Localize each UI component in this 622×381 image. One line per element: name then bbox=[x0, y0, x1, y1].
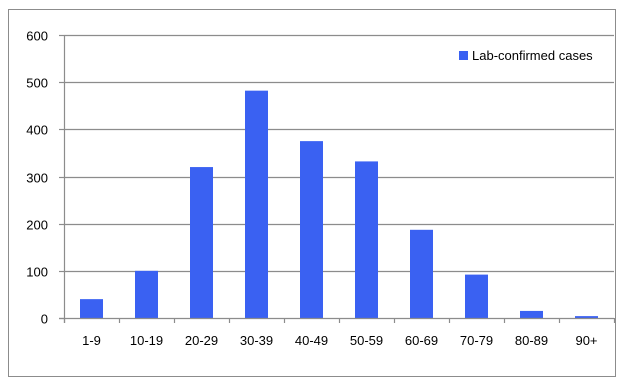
legend-label: Lab-confirmed cases bbox=[472, 48, 593, 63]
gridlines bbox=[64, 34, 614, 273]
x-tick-label: 1-9 bbox=[82, 333, 101, 348]
bar bbox=[300, 141, 323, 318]
x-tick-label: 50-59 bbox=[350, 333, 383, 348]
bar bbox=[135, 270, 158, 318]
y-tick-label: 0 bbox=[41, 312, 48, 327]
y-tick-label: 100 bbox=[26, 265, 48, 280]
x-tick-label: 30-39 bbox=[240, 333, 273, 348]
bar bbox=[410, 229, 433, 318]
x-tick-label: 80-89 bbox=[515, 333, 548, 348]
y-tick-label: 300 bbox=[26, 171, 48, 186]
bar bbox=[355, 161, 378, 318]
x-tick-label: 90+ bbox=[575, 333, 597, 348]
x-tick-label: 10-19 bbox=[130, 333, 163, 348]
bar bbox=[520, 310, 543, 318]
y-tick-labels: 0 100 200 300 400 500 600 bbox=[26, 29, 48, 327]
bar bbox=[575, 316, 598, 318]
bars bbox=[80, 90, 598, 318]
bar bbox=[190, 167, 213, 318]
x-tick-label: 40-49 bbox=[295, 333, 328, 348]
legend: Lab-confirmed cases bbox=[459, 48, 593, 63]
y-tick-label: 200 bbox=[26, 218, 48, 233]
bar bbox=[80, 299, 103, 318]
x-tick-label: 20-29 bbox=[185, 333, 218, 348]
x-tick-labels: 1-9 10-19 20-29 30-39 40-49 50-59 60-69 70-79 80… bbox=[82, 333, 597, 348]
legend-swatch bbox=[459, 51, 468, 60]
bar bbox=[245, 90, 268, 318]
y-tick-label: 600 bbox=[26, 29, 48, 44]
x-tick-label: 60-69 bbox=[405, 333, 438, 348]
bar bbox=[465, 274, 488, 318]
x-tick-label: 70-79 bbox=[460, 333, 493, 348]
y-tick-label: 500 bbox=[26, 76, 48, 91]
axes bbox=[59, 34, 616, 323]
y-tick-label: 400 bbox=[26, 123, 48, 138]
